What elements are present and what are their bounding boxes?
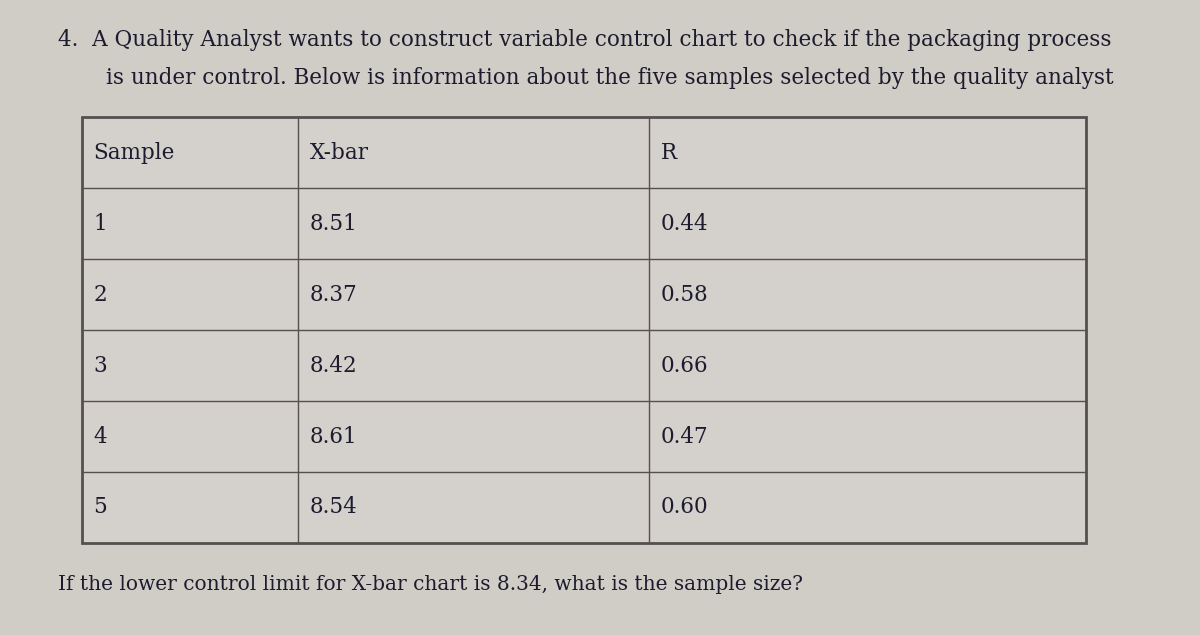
Text: is under control. Below is information about the five samples selected by the qu: is under control. Below is information a… bbox=[106, 67, 1114, 89]
Text: Sample: Sample bbox=[94, 142, 175, 164]
Text: 1: 1 bbox=[94, 213, 107, 235]
Text: 8.54: 8.54 bbox=[310, 497, 358, 518]
Text: 8.37: 8.37 bbox=[310, 284, 358, 305]
Text: 0.60: 0.60 bbox=[661, 497, 709, 518]
Text: 0.66: 0.66 bbox=[661, 355, 709, 377]
Text: R: R bbox=[661, 142, 677, 164]
Text: 8.61: 8.61 bbox=[310, 425, 358, 448]
Text: 4.  A Quality Analyst wants to construct variable control chart to check if the : 4. A Quality Analyst wants to construct … bbox=[58, 29, 1111, 51]
Text: 8.51: 8.51 bbox=[310, 213, 358, 235]
Text: 4: 4 bbox=[94, 425, 107, 448]
Text: 3: 3 bbox=[94, 355, 107, 377]
Text: X-bar: X-bar bbox=[310, 142, 368, 164]
Text: 2: 2 bbox=[94, 284, 107, 305]
Text: 8.42: 8.42 bbox=[310, 355, 358, 377]
Text: If the lower control limit for X-bar chart is 8.34, what is the sample size?: If the lower control limit for X-bar cha… bbox=[58, 575, 803, 594]
Text: 0.44: 0.44 bbox=[661, 213, 709, 235]
Text: 0.58: 0.58 bbox=[661, 284, 709, 305]
Text: 5: 5 bbox=[94, 497, 107, 518]
Text: 0.47: 0.47 bbox=[661, 425, 709, 448]
